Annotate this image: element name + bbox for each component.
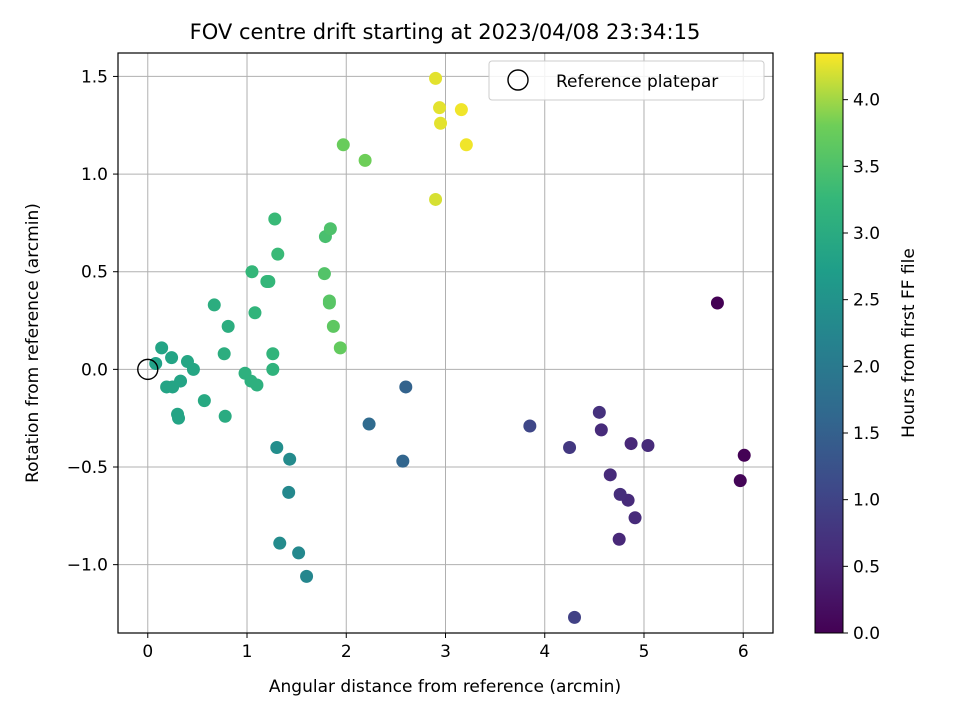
data-point [322, 294, 336, 308]
data-point [268, 212, 282, 226]
data-point [434, 116, 448, 130]
data-point [218, 409, 232, 423]
colorbar-tick-label: 3.5 [853, 157, 880, 177]
legend-box [488, 60, 765, 101]
legend-entry-reference-platepar: Reference platepar [556, 72, 718, 92]
legend: Reference platepar [488, 60, 765, 101]
data-point [641, 439, 655, 453]
data-point [429, 192, 443, 206]
data-point [250, 378, 264, 392]
x-tick-label: 5 [639, 642, 650, 662]
data-point [459, 138, 473, 152]
data-point [221, 319, 235, 333]
data-point [174, 374, 188, 388]
legend-marker-open-circle [507, 69, 529, 91]
data-point [594, 423, 608, 437]
data-point [266, 362, 280, 376]
colorbar-label: Hours from first FF file [899, 248, 919, 438]
data-point [336, 138, 350, 152]
chart-title: FOV centre drift starting at 2023/04/08 … [190, 20, 701, 44]
colorbar-tick-label: 0.5 [853, 557, 880, 577]
y-axis-label: Rotation from reference (arcmin) [23, 203, 43, 483]
data-point [300, 569, 314, 583]
data-point [613, 487, 627, 501]
data-point [592, 405, 606, 419]
y-tick-label: −0.5 [67, 458, 108, 478]
data-point [282, 485, 296, 499]
data-point [248, 306, 262, 320]
data-point [737, 448, 751, 462]
data-point [245, 265, 259, 279]
x-tick-label: 6 [738, 642, 749, 662]
data-point [523, 419, 537, 433]
data-point [165, 351, 179, 365]
data-point [454, 103, 468, 117]
data-point [396, 454, 410, 468]
x-tick-label: 2 [341, 642, 352, 662]
colorbar: 0.0 0.5 1.0 1.5 2.0 2.5 3.0 3.5 4.0 Hours from f… [814, 52, 919, 644]
colorbar-tick-label: 1.0 [853, 491, 880, 511]
y-tick-label: 1.5 [81, 67, 108, 87]
y-tick-label: 0.0 [81, 360, 108, 380]
data-point [270, 440, 284, 454]
data-point [283, 452, 297, 466]
data-point [358, 153, 372, 167]
plot-frame [117, 52, 774, 634]
colorbar-tick-label: 2.5 [853, 291, 880, 311]
x-tick-label: 4 [539, 642, 550, 662]
data-point [568, 610, 582, 624]
data-point [197, 394, 211, 408]
colorbar-tick-label: 3.0 [853, 224, 880, 244]
data-point [172, 411, 186, 425]
data-point [362, 417, 376, 431]
colorbar-tick-label: 1.5 [853, 424, 880, 444]
y-tick-label: −1.0 [67, 556, 108, 576]
data-point [333, 341, 347, 355]
data-point [262, 274, 276, 288]
data-point [433, 101, 447, 115]
colorbar-gradient [814, 52, 844, 634]
data-point [399, 380, 413, 394]
data-point [612, 532, 626, 546]
data-point [628, 511, 642, 525]
y-tick-label: 1.0 [81, 165, 108, 185]
colorbar-tick-label: 2.0 [853, 357, 880, 377]
data-point [186, 362, 200, 376]
data-point [323, 222, 337, 236]
data-point [266, 347, 280, 361]
colorbar-tick-label: 0.0 [853, 624, 880, 644]
reference-platepar-marker [137, 358, 159, 381]
data-point [271, 247, 285, 261]
data-point [217, 347, 231, 361]
data-point [155, 341, 169, 355]
data-point [563, 440, 577, 454]
data-point [292, 546, 306, 560]
x-tick-label: 3 [440, 642, 451, 662]
data-point [207, 298, 221, 312]
x-tick-label: 0 [142, 642, 153, 662]
data-point [317, 267, 331, 281]
grid-lines [118, 53, 773, 633]
y-tick-label: 0.5 [81, 263, 108, 283]
x-tick-label: 1 [242, 642, 253, 662]
colorbar-ticks: 0.0 0.5 1.0 1.5 2.0 2.5 3.0 3.5 4.0 [843, 91, 880, 644]
axes: 0 1 2 3 4 5 6 −1.0 −0.5 0.0 0.5 1.0 1.5 [67, 67, 749, 662]
colorbar-tick-label: 4.0 [853, 91, 880, 111]
data-point [429, 71, 443, 85]
data-point [733, 474, 747, 488]
data-point [326, 319, 340, 333]
data-point [710, 296, 724, 310]
data-points [137, 71, 751, 624]
data-point [603, 468, 617, 482]
data-point [273, 536, 287, 550]
data-point [624, 437, 638, 451]
x-axis-label: Angular distance from reference (arcmin) [269, 677, 621, 697]
